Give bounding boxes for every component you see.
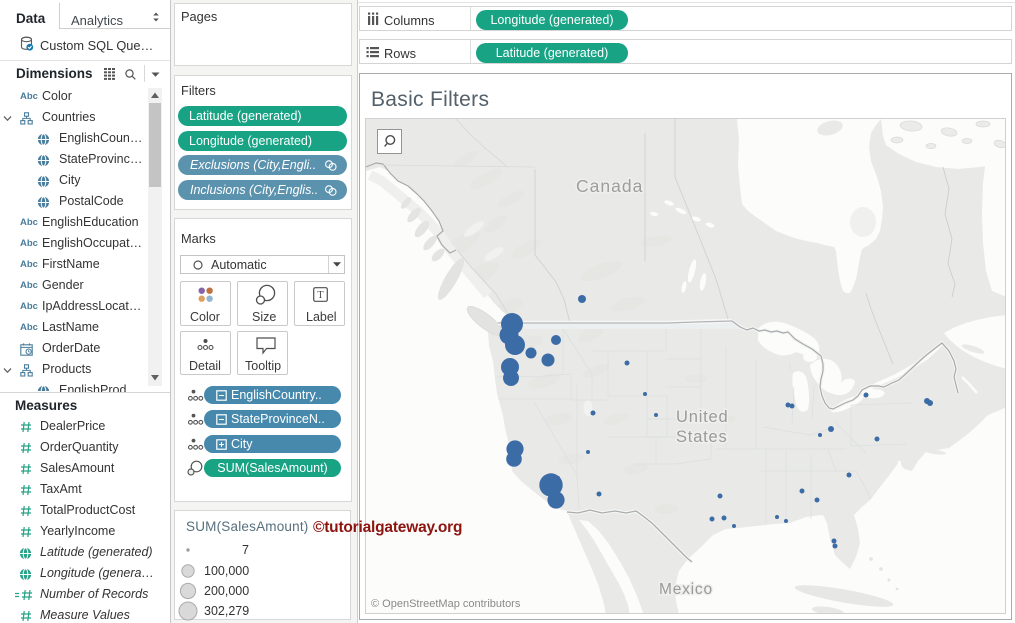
svg-text:States: States bbox=[676, 428, 728, 446]
svg-text:T: T bbox=[317, 290, 324, 301]
svg-text:United: United bbox=[676, 408, 729, 426]
svg-text:Mexico: Mexico bbox=[659, 581, 713, 598]
svg-text:Canada: Canada bbox=[576, 176, 643, 196]
